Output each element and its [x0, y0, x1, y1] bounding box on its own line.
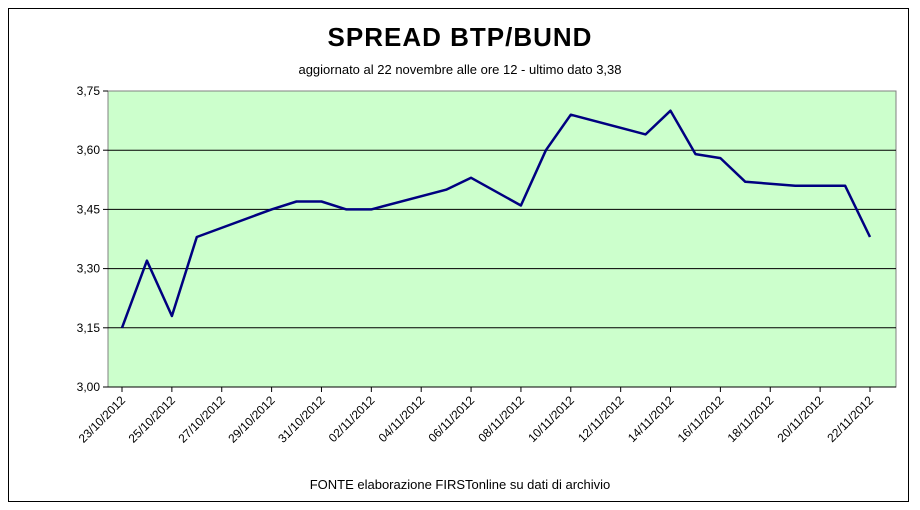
y-tick-label: 3,15	[77, 321, 101, 335]
y-axis-ticks: 3,00 3,15 3,30 3,45 3,60 3,75	[77, 84, 108, 394]
series-line	[120, 109, 872, 329]
x-tick-label: 25/10/2012	[126, 393, 179, 446]
chart-subtitle: aggiornato al 22 novembre alle ore 12 - …	[298, 62, 622, 77]
x-tick-label: 31/10/2012	[275, 393, 328, 446]
x-tick-label: 23/10/2012	[76, 393, 129, 446]
x-tick-label: 14/11/2012	[625, 393, 677, 445]
x-tick-label: 10/11/2012	[525, 393, 577, 445]
x-tick-label: 16/11/2012	[675, 393, 727, 445]
chart-title: SPREAD BTP/BUND	[327, 22, 593, 52]
x-axis-ticks: 23/10/201225/10/201227/10/201229/10/2012…	[76, 387, 876, 446]
x-tick-label: 22/11/2012	[824, 393, 876, 445]
x-tick-label: 27/10/2012	[175, 393, 228, 446]
x-tick-label: 08/11/2012	[475, 393, 527, 445]
grid-lines	[108, 149, 896, 388]
x-tick-label: 04/11/2012	[376, 393, 428, 445]
x-tick-label: 02/11/2012	[326, 393, 378, 445]
x-tick-label: 06/11/2012	[425, 393, 477, 445]
y-tick-label: 3,60	[77, 143, 101, 157]
x-tick-label: 12/11/2012	[575, 393, 627, 445]
chart-source: FONTE elaborazione FIRSTonline su dati d…	[309, 477, 611, 492]
y-tick-label: 3,30	[77, 262, 101, 276]
y-tick-label: 3,00	[77, 380, 101, 394]
x-tick-label: 20/11/2012	[775, 393, 827, 445]
y-tick-label: 3,45	[77, 202, 101, 216]
x-tick-label: 29/10/2012	[225, 393, 278, 446]
plot-area	[107, 90, 897, 388]
y-tick-label: 3,75	[77, 84, 101, 98]
x-tick-label: 18/11/2012	[725, 393, 777, 445]
